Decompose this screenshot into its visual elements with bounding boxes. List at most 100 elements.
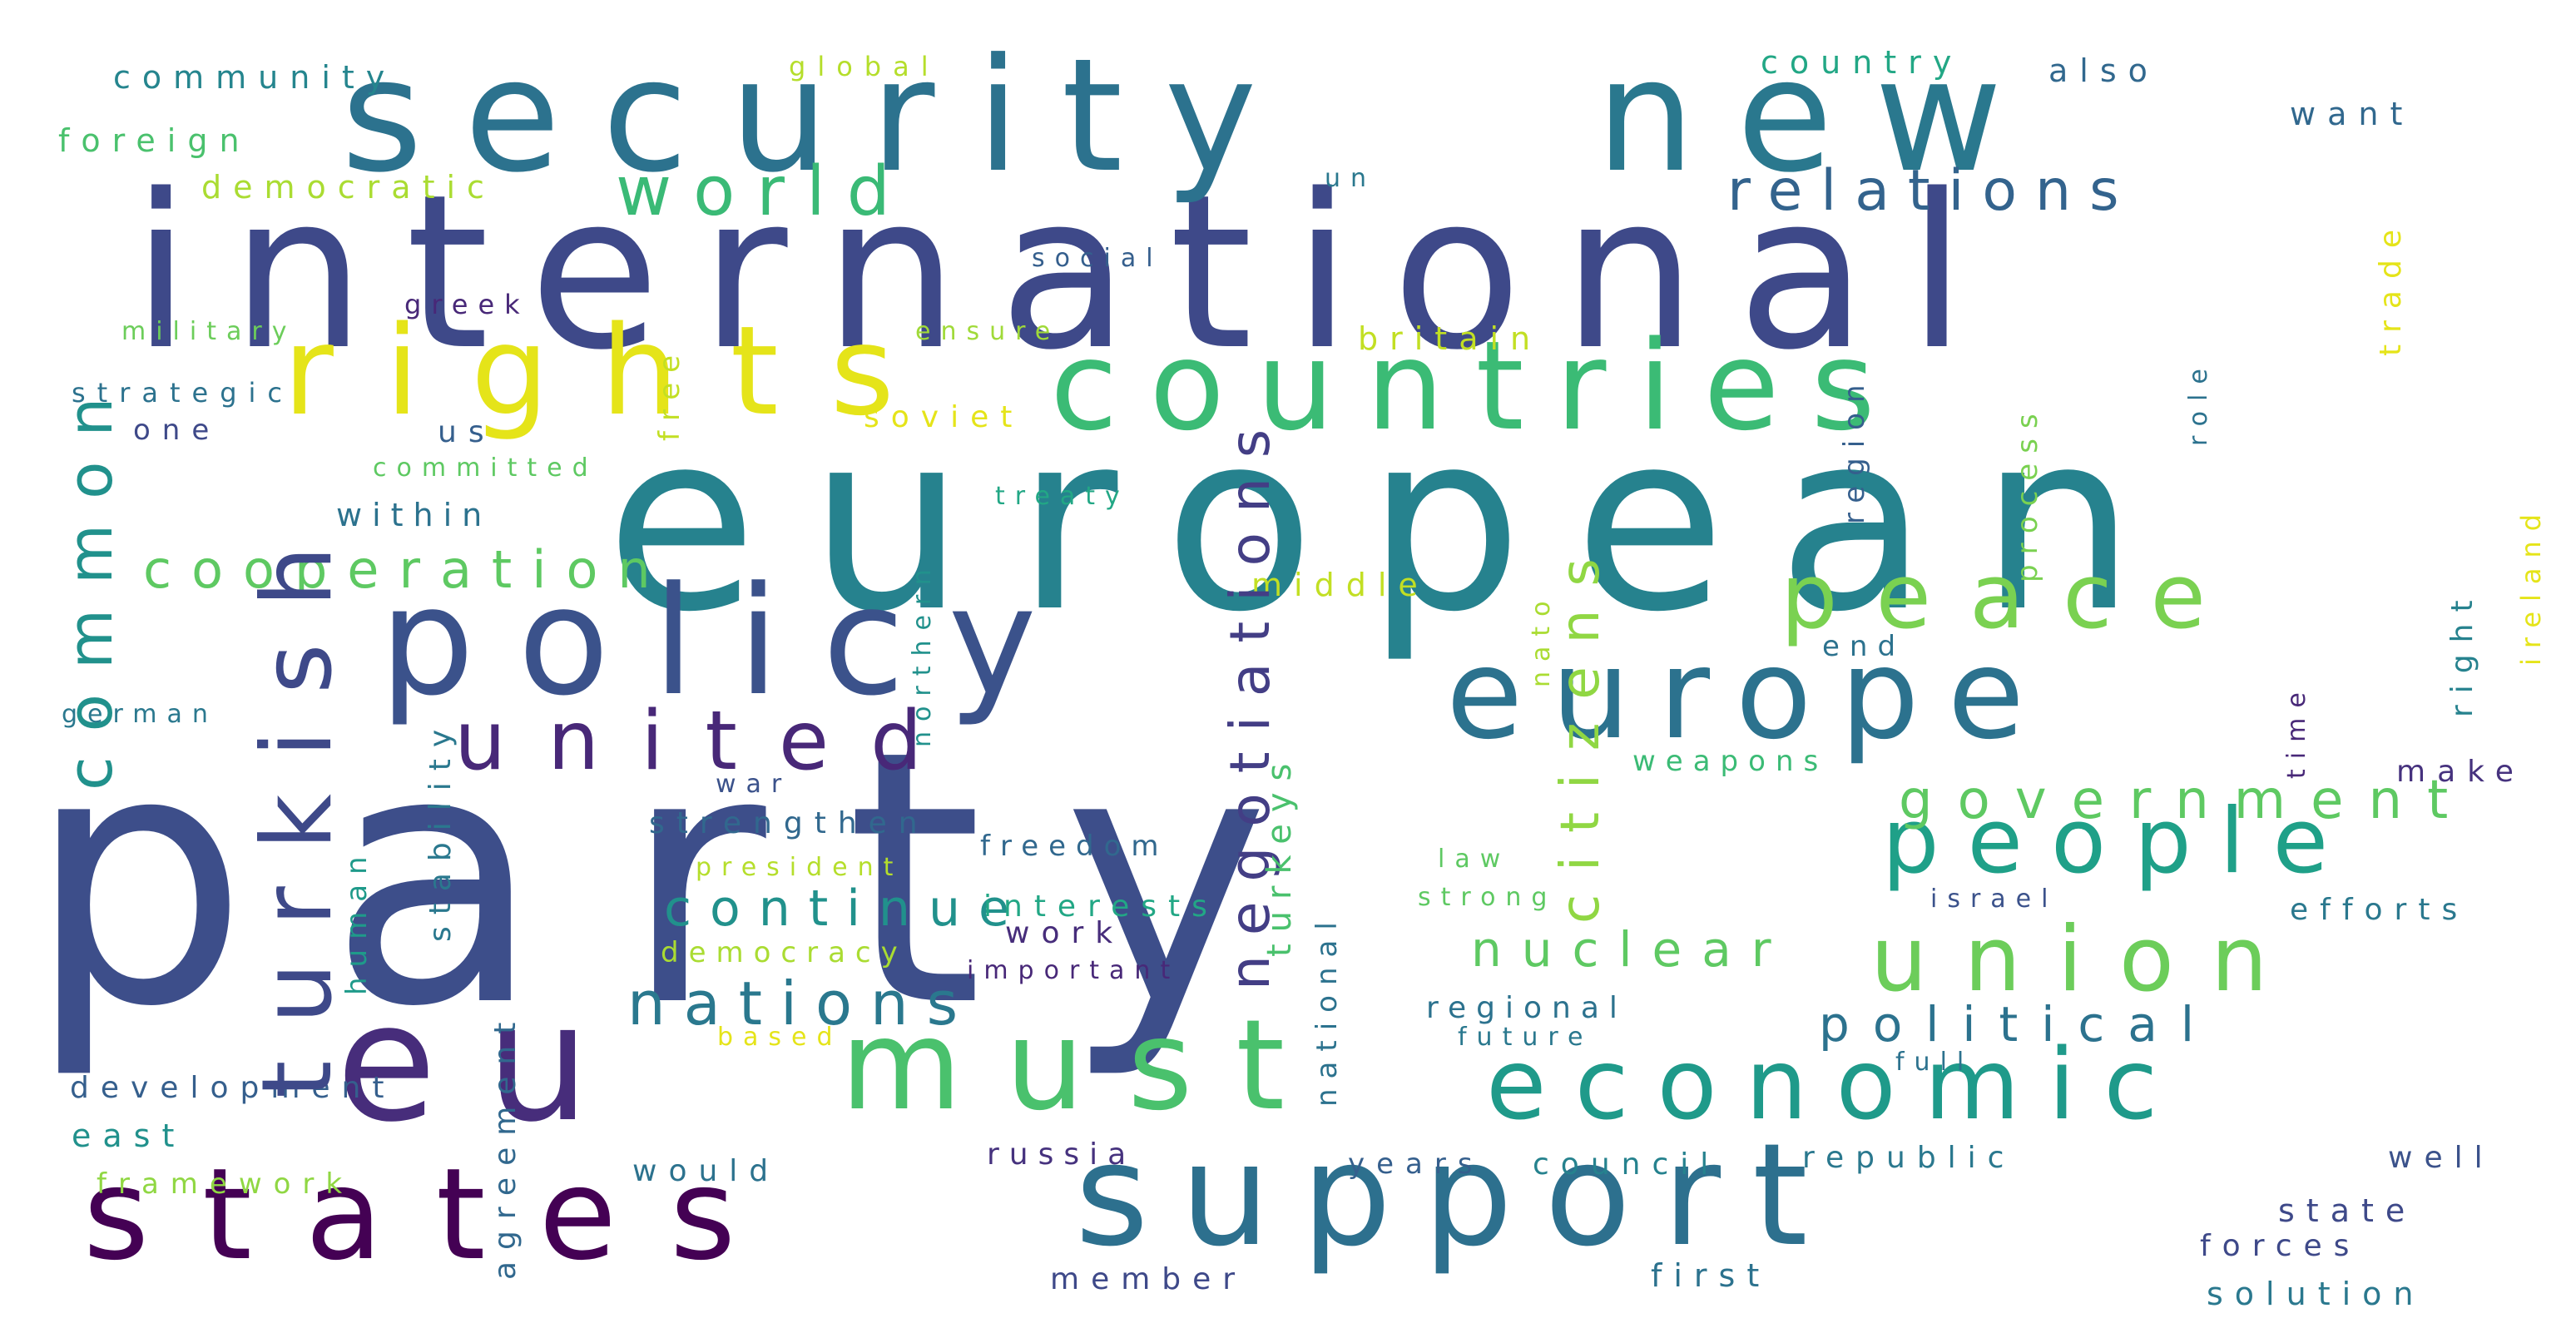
word-russia: strengthen (649, 806, 929, 840)
word-democratic: also (2048, 52, 2159, 89)
word-northern: forces (2200, 1229, 2361, 1263)
word-nations: cooperation (143, 539, 671, 600)
word-military: democratic (201, 169, 496, 206)
word-world: turkish (241, 508, 354, 1098)
word-support: support (1075, 1113, 1840, 1278)
word-policy: policy (379, 555, 1080, 729)
word-people: people (1882, 790, 2357, 894)
word-one: greek (404, 289, 530, 320)
word-european: european (606, 379, 2187, 666)
word-based: northern (908, 559, 937, 747)
word-must: must (840, 994, 1329, 1138)
word-interests: end (1822, 630, 1906, 663)
word-freedom: role (2184, 359, 2213, 446)
word-nuclear: government (1899, 770, 2474, 831)
word-german: committed (373, 453, 598, 483)
word-states: states (83, 1141, 790, 1288)
word-region: east (72, 1117, 186, 1154)
word-turkish: agreement (488, 1010, 523, 1280)
word-agreement: first (1651, 1257, 1771, 1294)
word-forces: work (1005, 916, 1125, 950)
word-president: process (2011, 404, 2044, 582)
word-end: us (438, 415, 496, 449)
word-britain: un (1325, 164, 1377, 193)
word-political: common (55, 372, 126, 790)
word-ireland: republic (1802, 1141, 2016, 1175)
word-council: freedom (980, 830, 1169, 863)
word-human: state (2278, 1192, 2417, 1229)
word-also: nuclear (1471, 921, 1791, 978)
word-middle: one (133, 414, 221, 447)
word-efforts: middle (1251, 567, 1429, 603)
word-un: country (1761, 44, 1964, 81)
word-strong: ireland (2515, 503, 2547, 666)
word-europe: europe (1446, 622, 2053, 767)
word-community: turkeys (1261, 751, 1299, 957)
word-citizens: full (1895, 1048, 1974, 1077)
word-well: strong (1418, 883, 1558, 912)
word-soviet: ensure (915, 317, 1061, 346)
word-development: weapons (1632, 745, 1829, 778)
word-eu: eu (336, 969, 640, 1158)
word-treaty: strategic (72, 377, 295, 409)
word-social: foreign (58, 122, 251, 159)
word-years: president (696, 853, 904, 882)
word-common: national (1310, 912, 1344, 1107)
word-stability: member (1050, 1262, 1247, 1296)
word-negotiations: based (717, 1023, 843, 1052)
word-important: human (340, 846, 374, 995)
word-solution: regional (1426, 991, 1627, 1025)
word-national: solution (2207, 1276, 2425, 1312)
word-future: stability (424, 717, 458, 942)
word-israel: nato (1527, 591, 1556, 687)
word-greek: community (113, 59, 397, 96)
word-time: would (632, 1154, 780, 1188)
word-role: years (1348, 1147, 1484, 1181)
word-security: security (341, 25, 1299, 207)
word-turkeys: future (1458, 1023, 1593, 1052)
word-us: social (1032, 244, 1163, 273)
word-war: soviet (864, 400, 1024, 434)
word-union: union (1870, 908, 2305, 1012)
word-framework: israel (1930, 885, 2058, 914)
word-law: trade (2374, 218, 2408, 356)
word-nato: well (2388, 1141, 2494, 1175)
word-party: party (27, 676, 1350, 1083)
word-democracy: time (2282, 682, 2311, 779)
word-free: development (70, 1071, 396, 1105)
word-east: make (2396, 755, 2525, 789)
word-trade: council (1533, 1147, 1721, 1182)
word-foreign: citizens (1550, 535, 1612, 924)
word-process: russia (987, 1137, 1137, 1172)
word-first: important (967, 956, 1181, 985)
word-economic: economic (1486, 1027, 2187, 1142)
word-united: united (454, 694, 964, 789)
word-full: war (716, 770, 792, 799)
word-cooperation: relations (1727, 158, 2138, 224)
word-would: efforts (2290, 893, 2469, 927)
word-strategic: free (653, 344, 686, 441)
word-republic: law (1438, 845, 1511, 874)
word-member: democracy (661, 936, 908, 969)
word-relations: world (616, 152, 912, 231)
word-ensure: global (789, 51, 940, 82)
word-regional: german (62, 700, 218, 729)
word-committed: military (121, 317, 297, 346)
word-government: nations (627, 969, 977, 1038)
word-new: new (1596, 25, 2044, 207)
word-global: want (2290, 96, 2415, 132)
word-countries: countries (1050, 315, 1907, 458)
word-peace: peace (1781, 545, 2245, 649)
word-international: international (131, 149, 2007, 397)
word-continue: political (1819, 996, 2217, 1053)
word-work: right (2445, 588, 2479, 717)
word-strengthen: region (1838, 374, 1871, 524)
word-within: britain (1358, 320, 1543, 357)
word-right: framework (97, 1167, 354, 1201)
word-make: treaty (995, 482, 1130, 511)
word-state: interests (983, 890, 1219, 924)
word-weapons: within (336, 497, 493, 533)
word-rights: rights (283, 300, 946, 443)
word-want: continue (664, 880, 1028, 938)
